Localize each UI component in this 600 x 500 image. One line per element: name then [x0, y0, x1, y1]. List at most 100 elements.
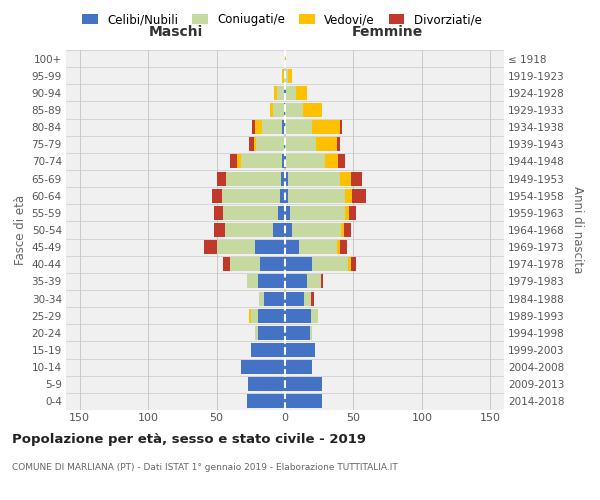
Bar [340, 240, 347, 254]
Bar [254, 138, 256, 151]
Bar [338, 154, 345, 168]
Bar [337, 240, 340, 254]
Bar [285, 206, 290, 220]
Bar [340, 172, 350, 185]
Bar [285, 394, 322, 408]
Y-axis label: Anni di nascita: Anni di nascita [571, 186, 584, 274]
Bar [349, 206, 356, 220]
Bar [285, 188, 288, 202]
Bar [277, 86, 284, 100]
Bar [241, 154, 282, 168]
Bar [248, 378, 285, 392]
Bar [307, 274, 320, 288]
Bar [212, 188, 222, 202]
Bar [348, 258, 351, 272]
Bar [320, 274, 323, 288]
Bar [223, 206, 278, 220]
Bar [313, 120, 340, 134]
Text: COMUNE DI MARLIANA (PT) - Dati ISTAT 1° gennaio 2019 - Elaborazione TUTTITALIA.I: COMUNE DI MARLIANA (PT) - Dati ISTAT 1° … [12, 462, 398, 471]
Bar [285, 52, 286, 66]
Bar [292, 223, 341, 237]
Bar [255, 240, 285, 254]
Text: Maschi: Maschi [148, 25, 203, 39]
Bar [274, 86, 277, 100]
Bar [257, 308, 285, 322]
Bar [251, 343, 285, 357]
Bar [230, 258, 260, 272]
Bar [257, 274, 285, 288]
Bar [285, 120, 313, 134]
Bar [217, 172, 226, 185]
Bar [255, 120, 262, 134]
Bar [351, 258, 356, 272]
Bar [316, 138, 337, 151]
Bar [278, 206, 285, 220]
Bar [284, 86, 285, 100]
Bar [340, 120, 343, 134]
Bar [285, 292, 304, 306]
Bar [285, 172, 288, 185]
Bar [272, 223, 285, 237]
Legend: Celibi/Nubili, Coniugati/e, Vedovi/e, Divorziat​i/e: Celibi/Nubili, Coniugati/e, Vedovi/e, Di… [78, 8, 486, 31]
Bar [310, 326, 313, 340]
Bar [285, 103, 303, 117]
Bar [285, 223, 292, 237]
Bar [285, 68, 288, 82]
Bar [250, 138, 254, 151]
Bar [288, 188, 345, 202]
Bar [214, 206, 223, 220]
Bar [250, 308, 251, 322]
Bar [252, 120, 255, 134]
Bar [285, 308, 311, 322]
Bar [272, 103, 284, 117]
Bar [344, 223, 351, 237]
Bar [237, 154, 241, 168]
Bar [311, 292, 314, 306]
Bar [286, 86, 296, 100]
Bar [285, 378, 322, 392]
Bar [247, 274, 257, 288]
Bar [352, 188, 366, 202]
Bar [285, 240, 299, 254]
Bar [311, 308, 318, 322]
Bar [282, 120, 285, 134]
Bar [341, 223, 344, 237]
Bar [304, 292, 311, 306]
Bar [285, 343, 315, 357]
Bar [285, 86, 286, 100]
Y-axis label: Fasce di età: Fasce di età [14, 195, 28, 265]
Bar [284, 103, 285, 117]
Bar [286, 154, 325, 168]
Bar [222, 188, 280, 202]
Bar [255, 326, 257, 340]
Bar [313, 258, 348, 272]
Bar [270, 103, 272, 117]
Bar [285, 360, 313, 374]
Text: Popolazione per età, sesso e stato civile - 2019: Popolazione per età, sesso e stato civil… [12, 432, 366, 446]
Bar [285, 326, 310, 340]
Bar [288, 68, 292, 82]
Bar [247, 394, 285, 408]
Bar [299, 240, 337, 254]
Bar [281, 172, 285, 185]
Bar [284, 138, 285, 151]
Bar [217, 240, 255, 254]
Bar [241, 360, 285, 374]
Bar [351, 172, 362, 185]
Bar [284, 68, 285, 82]
Bar [345, 188, 352, 202]
Bar [337, 138, 340, 151]
Bar [204, 240, 217, 254]
Bar [285, 154, 286, 168]
Bar [259, 292, 265, 306]
Bar [251, 308, 257, 322]
Bar [285, 138, 316, 151]
Bar [282, 68, 284, 82]
Bar [214, 223, 225, 237]
Bar [325, 154, 338, 168]
Bar [280, 188, 285, 202]
Bar [282, 154, 285, 168]
Bar [257, 326, 285, 340]
Bar [345, 206, 349, 220]
Bar [285, 258, 313, 272]
